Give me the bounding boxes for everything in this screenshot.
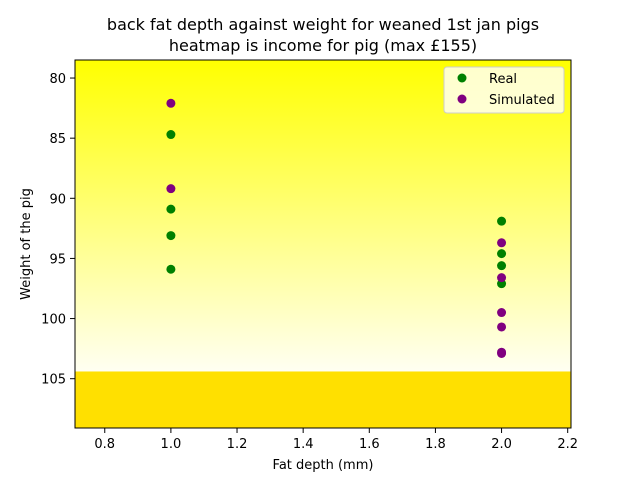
legend-label-simulated: Simulated [489,93,555,108]
y-tick-label: 80 [49,72,66,87]
chart-title-line-1: back fat depth against weight for weaned… [107,15,539,34]
y-tick-label: 95 [49,252,66,267]
point-real [166,231,176,241]
point-simulated [497,308,507,318]
legend-box [443,66,565,114]
y-tick-label: 85 [49,132,66,147]
axes: 0.8 1.0 1.2 1.4 1.6 1.8 2.0 2.2 80 85 90 95 100 105 [41,59,578,452]
legend-marker-simulated [457,94,467,104]
legend-label-real: Real [489,72,517,87]
point-real [166,264,176,274]
point-real [497,216,507,226]
point-simulated [166,184,176,194]
x-tick-label: 1.8 [425,437,446,452]
point-real [166,204,176,214]
y-tick-label: 90 [49,192,66,207]
y-axis-label: Weight of the pig [19,188,34,300]
y-tick-label: 105 [41,373,66,388]
x-tick-label: 2.0 [491,437,512,452]
x-tick-label: 1.6 [359,437,380,452]
point-real [166,130,176,140]
heatmap-background [75,60,571,428]
x-tick-label: 1.0 [161,437,182,452]
data-points [166,98,507,358]
chart-title-line-2: heatmap is income for pig (max £155) [169,36,477,55]
point-simulated [497,348,507,358]
x-axis-label: Fat depth (mm) [273,458,374,473]
legend: Real Simulated [443,66,565,114]
point-simulated [497,322,507,332]
point-simulated [166,98,176,108]
y-tick-label: 100 [41,313,66,328]
x-tick-label: 0.8 [94,437,115,452]
point-real [497,261,507,271]
plot-frame [74,59,572,429]
legend-marker-real [457,73,467,83]
point-real [497,249,507,259]
point-simulated [497,238,507,248]
point-simulated [497,273,507,283]
x-tick-label: 1.4 [293,437,314,452]
x-tick-label: 1.2 [227,437,248,452]
heatmap-band [75,371,571,428]
x-tick-label: 2.2 [557,437,578,452]
